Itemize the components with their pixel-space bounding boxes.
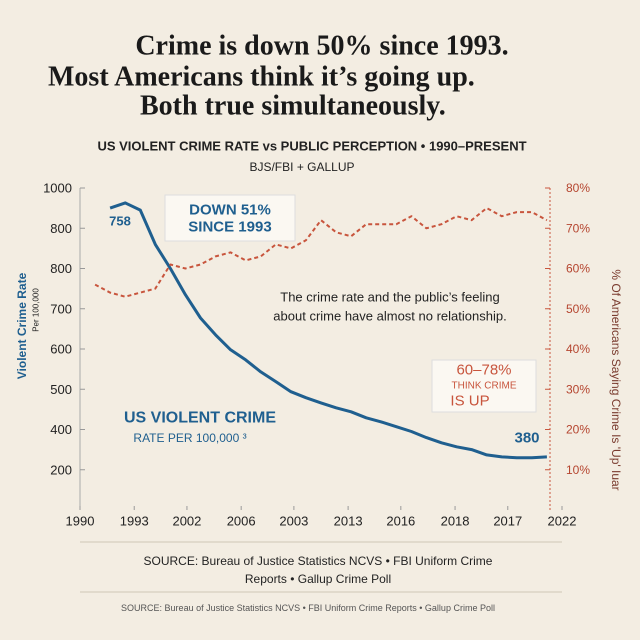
y2-tick-label: 70% — [566, 221, 590, 235]
annotation: DOWN 51% — [189, 202, 271, 219]
source-note: Reports • Gallup Crime Poll — [245, 572, 391, 586]
y2-tick-label: 10% — [566, 463, 590, 477]
x-tick-label: 2013 — [334, 514, 363, 529]
x-tick-label: 2006 — [227, 514, 256, 529]
x-tick-label: 2018 — [441, 514, 470, 529]
annotation: THINK CRIME — [452, 381, 517, 392]
source-note: SOURCE: Bureau of Justice Statistics NCV… — [121, 603, 495, 613]
annotation: 758 — [109, 214, 131, 229]
y-tick-label: 500 — [50, 382, 72, 397]
title-line: Most Americans think it’s going up. — [48, 62, 475, 93]
series-line — [109, 201, 547, 460]
annotation: 60–78% — [456, 362, 511, 379]
y2-tick-label: 80% — [566, 181, 590, 195]
y2-tick-label: 30% — [566, 382, 590, 396]
y2-tick-label: 60% — [566, 262, 590, 276]
annotation-box — [164, 194, 296, 242]
y-tick-label: 200 — [50, 462, 72, 477]
annotation: RATE PER 100,000 ³ — [133, 431, 246, 445]
x-tick-label: 2017 — [493, 514, 522, 529]
annotation: SINCE 1993 — [188, 219, 271, 236]
annotation: about crime have almost no relationship. — [273, 309, 506, 324]
source-note: SOURCE: Bureau of Justice Statistics NCV… — [144, 554, 493, 568]
annotation-box — [431, 359, 537, 413]
y2-axis-title: % Of Americans Saying Crime Is 'Up' Iuar — [609, 269, 623, 490]
y-axis-title: Violent Crime Rate — [15, 272, 29, 379]
x-tick-label: 2022 — [548, 514, 577, 529]
y2-tick-label: 50% — [566, 302, 590, 316]
x-tick-label: 1993 — [120, 514, 149, 529]
x-tick-label: 2002 — [172, 514, 201, 529]
annotation: IS UP — [450, 393, 489, 410]
x-tick-label: 2003 — [279, 514, 308, 529]
title-line: Crime is down 50% since 1993. — [135, 31, 508, 62]
y2-tick-label: 20% — [566, 423, 590, 437]
annotation: 380 — [514, 430, 539, 447]
y-tick-label: 400 — [50, 422, 72, 437]
y-tick-label: 1000 — [43, 181, 72, 196]
y-tick-label: 600 — [50, 342, 72, 357]
x-tick-label: 1990 — [66, 514, 95, 529]
source-label: BJS/FBI + GALLUP — [249, 160, 354, 174]
annotation: The crime rate and the public’s feeling — [280, 290, 499, 305]
y-tick-label: 800 — [50, 221, 72, 236]
annotation: US VIOLENT CRIME — [124, 410, 276, 427]
y-axis-subtitle: Per 100,000 — [32, 288, 41, 332]
title-line: Both true simultaneously. — [140, 91, 446, 122]
y-tick-label: 700 — [50, 301, 72, 316]
series-line — [94, 207, 548, 298]
y-tick-label: 800 — [50, 261, 72, 276]
x-tick-label: 2016 — [386, 514, 415, 529]
subtitle: US VIOLENT CRIME RATE vs PUBLIC PERCEPTI… — [97, 139, 526, 154]
y2-tick-label: 40% — [566, 342, 590, 356]
